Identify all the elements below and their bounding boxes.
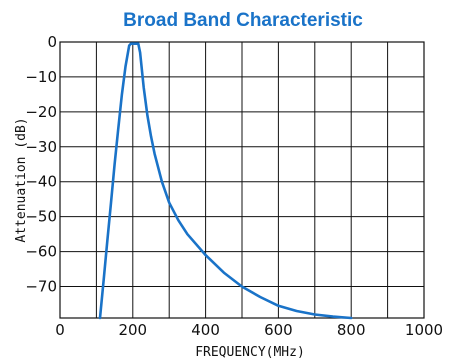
y-tick-label: 0 [47, 33, 57, 51]
y-tick-label: −30 [25, 138, 57, 156]
y-tick-label: −10 [25, 68, 57, 86]
x-tick-label: 1000 [405, 321, 443, 339]
x-tick-label: 200 [118, 321, 147, 339]
x-tick-labels: 0 200 400 600 800 1000 [55, 321, 443, 339]
y-tick-label: −20 [25, 103, 57, 121]
y-tick-label: −60 [25, 243, 57, 261]
x-tick-label: 400 [191, 321, 220, 339]
plot-frame [59, 41, 425, 319]
grid [60, 42, 424, 318]
x-axis-label: FREQUENCY(MHz) [195, 345, 305, 360]
x-tick-label: 600 [264, 321, 293, 339]
series-line [98, 42, 353, 320]
x-tick-label: 800 [337, 321, 366, 339]
y-tick-label: −50 [25, 208, 57, 226]
y-axis-label: Attenuation (dB) [14, 117, 29, 242]
y-tick-labels: 0 −10 −20 −30 −40 −50 −60 −70 [25, 33, 57, 296]
chart-title: Broad Band Characteristic [123, 10, 363, 31]
y-tick-label: −70 [25, 278, 57, 296]
x-tick-label: 0 [55, 321, 65, 339]
y-tick-label: −40 [25, 173, 57, 191]
